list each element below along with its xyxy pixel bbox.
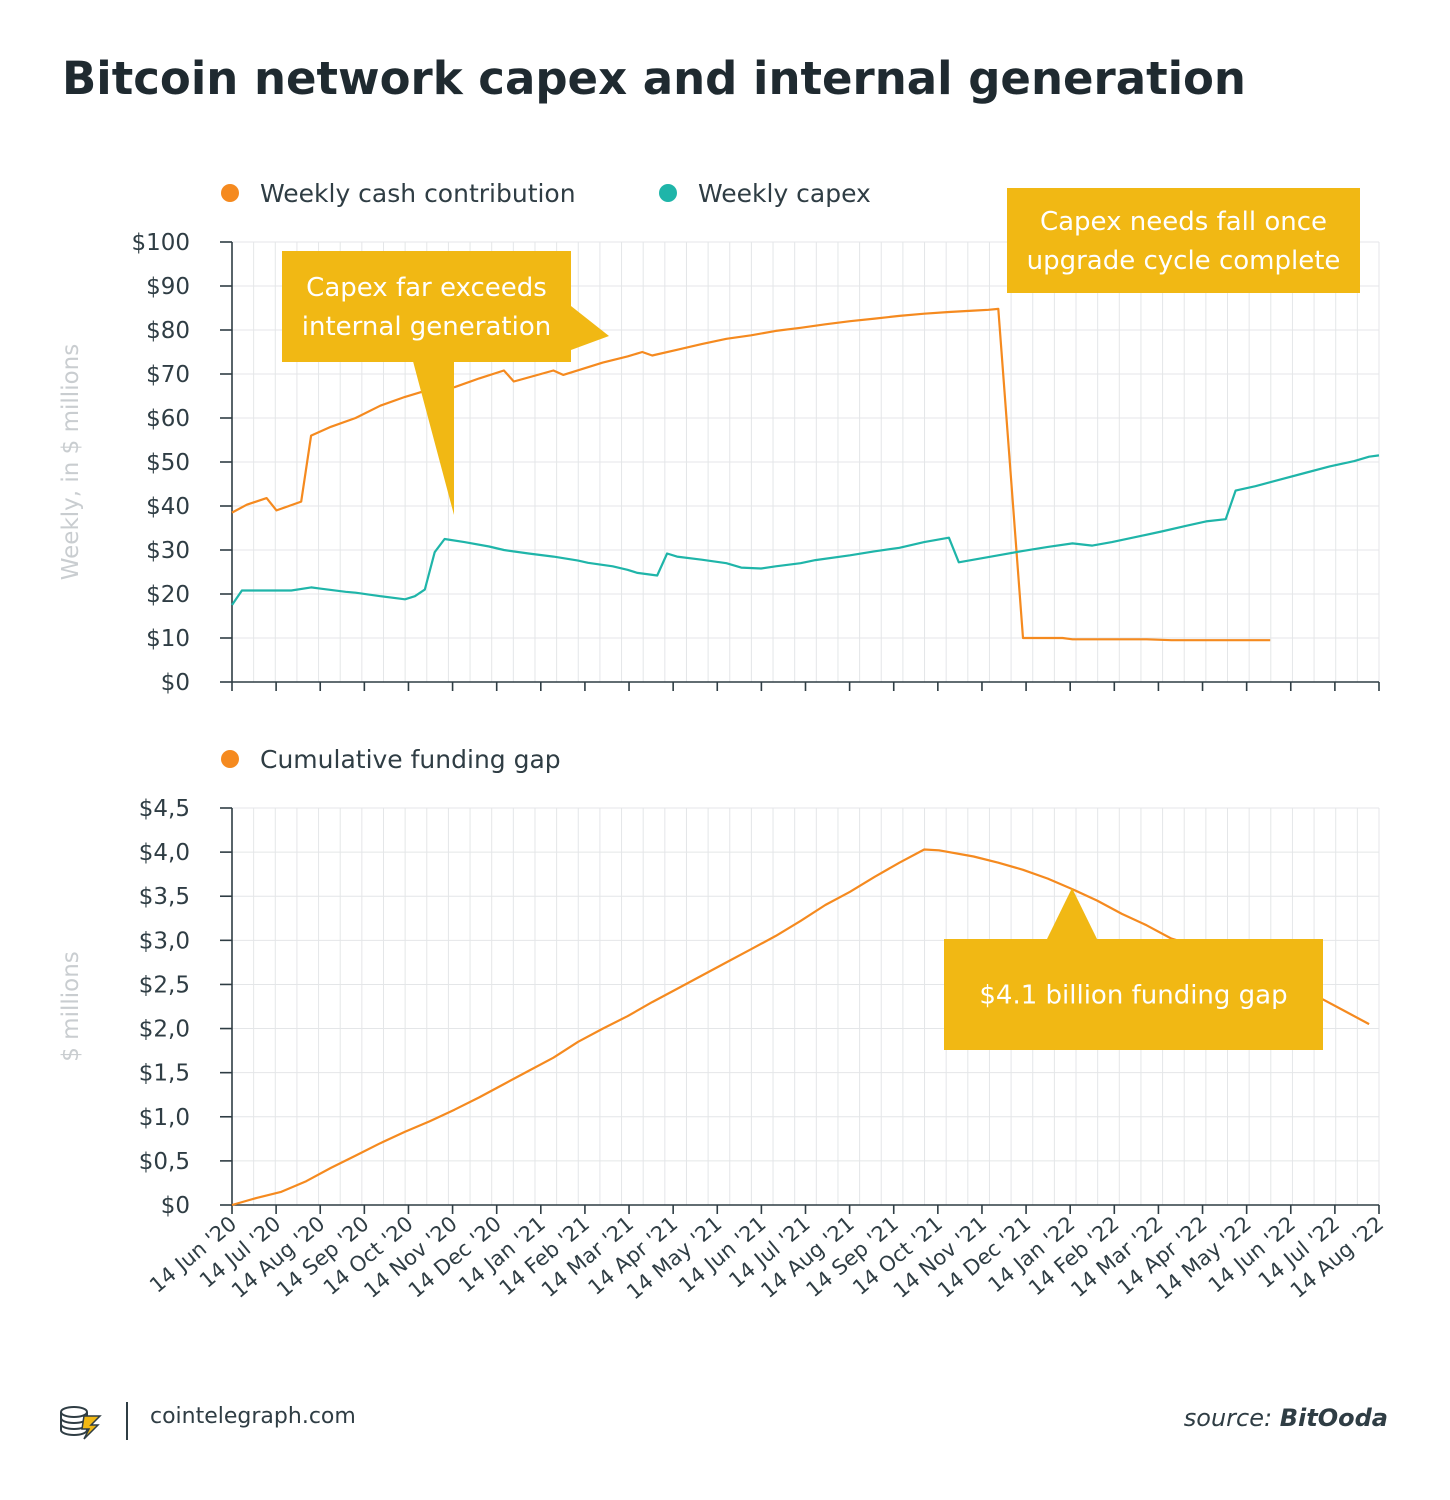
y-tick-label: $70	[146, 362, 190, 388]
callout-text: upgrade cycle complete	[1027, 246, 1341, 276]
y-tick-label: $3,0	[139, 928, 190, 954]
legend-marker	[221, 750, 239, 768]
footer-divider	[126, 1402, 128, 1440]
source-label: source:	[1183, 1404, 1273, 1432]
y-axis-label: $ millions	[58, 951, 84, 1062]
y-tick-label: $100	[131, 230, 190, 256]
y-tick-label: $60	[146, 406, 190, 432]
chart-title: Bitcoin network capex and internal gener…	[62, 52, 1246, 105]
y-tick-label: $4,5	[139, 796, 190, 822]
y-tick-label: $0,5	[139, 1149, 190, 1175]
y-tick-label: $90	[146, 274, 190, 300]
callout-text: $4.1 billion funding gap	[979, 981, 1287, 1011]
footer-source: source: BitOoda	[1184, 1404, 1388, 1432]
legend-label: Cumulative funding gap	[260, 745, 561, 774]
y-tick-label: $4,0	[139, 840, 190, 866]
callout-text: internal generation	[302, 312, 551, 342]
callout-box	[944, 939, 1323, 1050]
series-line	[231, 307, 1271, 642]
legend-label: Weekly cash contribution	[260, 179, 576, 208]
callout-box	[1007, 188, 1360, 293]
y-tick-label: $50	[146, 450, 190, 476]
y-tick-label: $20	[146, 582, 190, 608]
callout-pointer	[1047, 888, 1097, 939]
callout-text: Capex needs fall once	[1040, 207, 1327, 237]
legend-marker	[221, 184, 239, 202]
legend-label: Weekly capex	[698, 179, 871, 208]
y-tick-label: $30	[146, 538, 190, 564]
y-tick-label: $10	[146, 626, 190, 652]
y-axis-label: Weekly, in $ millions	[58, 344, 84, 580]
y-tick-label: $3,5	[139, 884, 190, 910]
y-tick-label: $80	[146, 318, 190, 344]
cointelegraph-logo-icon	[58, 1402, 106, 1446]
y-tick-label: $40	[146, 494, 190, 520]
y-tick-label: $1,5	[139, 1061, 190, 1087]
callout-capex-exceeds: Capex far exceeds internal generation	[282, 251, 609, 515]
callout-box	[282, 251, 571, 362]
series-line	[231, 454, 1380, 606]
y-tick-label: $0	[161, 1193, 190, 1219]
callout-capex-falls: Capex needs fall once upgrade cycle compl…	[1007, 188, 1360, 293]
source-name: BitOoda	[1279, 1404, 1388, 1432]
y-tick-label: $2,5	[139, 972, 190, 998]
callout-text: Capex far exceeds	[306, 273, 547, 303]
cumulative-panel: $0 $0,5 $1,0 $1,5 $2,0 $2,5 $3,0 $3,5 $4,0 $4,5 $ …	[58, 745, 1380, 1219]
y-tick-label: $1,0	[139, 1105, 190, 1131]
weekly-panel: $0 $10 $20 $30 $40 $50 $60 $70 $80 $90 $100 Weekly,…	[58, 179, 1380, 696]
y-tick-label: $2,0	[139, 1017, 190, 1043]
callout-funding-gap: $4.1 billion funding gap	[944, 888, 1323, 1050]
footer-site-link[interactable]: cointelegraph.com	[150, 1404, 356, 1429]
y-tick-label: $0	[161, 670, 190, 696]
legend-marker	[659, 184, 677, 202]
